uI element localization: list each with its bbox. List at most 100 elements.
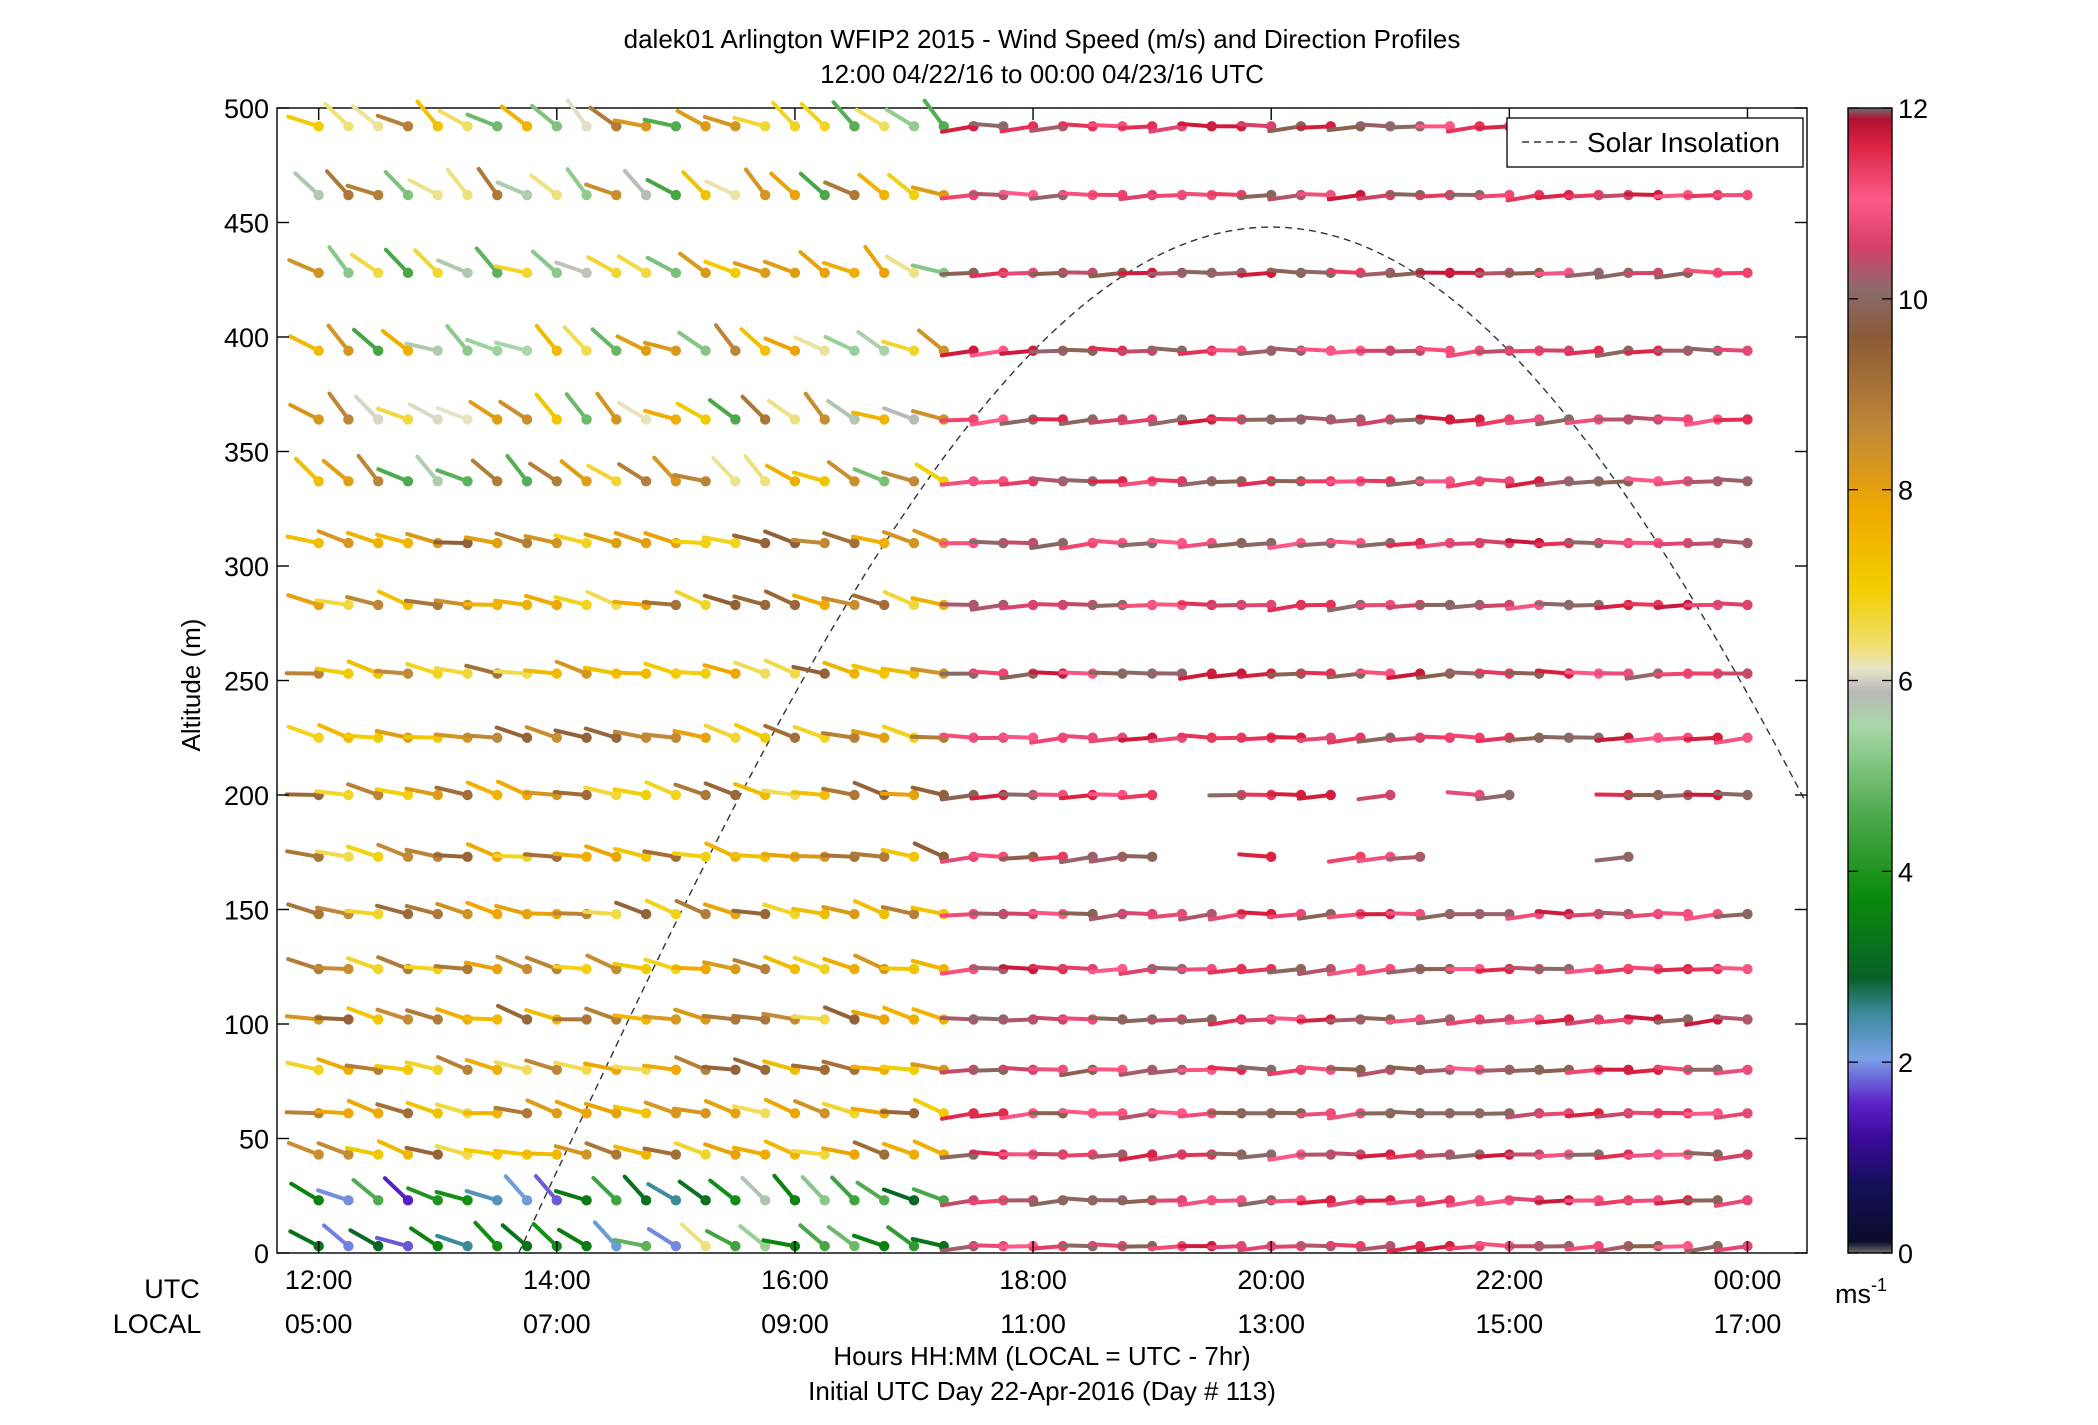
wind-barb-point: [759, 1014, 771, 1025]
wind-barb-point: [521, 599, 533, 611]
wind-barb-shaft: [1654, 1065, 1690, 1072]
wind-barb-shaft: [1327, 602, 1363, 613]
wind-barb-shaft: [1058, 1243, 1095, 1249]
wind-barb-shaft: [881, 470, 917, 484]
wind-barb-point: [492, 121, 503, 132]
wind-barb-shaft: [525, 1098, 559, 1116]
wind-barb-shaft: [1505, 479, 1542, 489]
wind-barb-shaft: [1356, 967, 1393, 976]
wind-barb-shaft: [1505, 538, 1542, 546]
wind-barb-shaft: [553, 1060, 589, 1072]
chart-subtitle: 12:00 04/22/16 to 00:00 04/23/16 UTC: [820, 59, 1264, 89]
wind-barb-shaft: [468, 400, 500, 422]
x-tick-label-local: 17:00: [1714, 1309, 1782, 1339]
wind-barb-shaft: [1356, 1198, 1393, 1203]
wind-barb-shaft: [583, 785, 619, 797]
wind-barb-shaft: [1446, 479, 1482, 489]
wind-barb-shaft: [1446, 1198, 1482, 1208]
wind-barb-point: [759, 963, 771, 975]
wind-barb-shaft: [1207, 416, 1244, 422]
wind-barb-shaft: [374, 787, 410, 797]
wind-barb-shaft: [552, 964, 589, 972]
wind-barb-shaft: [1505, 670, 1542, 676]
wind-barb-point: [581, 599, 592, 611]
wind-barb-shaft: [1326, 124, 1363, 133]
wind-barb-shaft: [642, 117, 678, 129]
wind-barb-shaft: [910, 409, 946, 422]
wind-barb-shaft: [1535, 479, 1571, 488]
y-tick-label: 500: [224, 94, 269, 124]
wind-barb-shaft: [791, 1063, 827, 1072]
wind-barb-shaft: [1445, 790, 1482, 797]
wind-barb-shaft: [465, 337, 500, 353]
wind-barb-shaft: [344, 1146, 381, 1157]
wind-barb-point: [730, 1149, 741, 1160]
wind-barb-shaft: [1386, 1109, 1423, 1116]
wind-barb-point: [551, 732, 563, 743]
y-tick-label: 100: [224, 1010, 269, 1040]
wind-barb-shaft: [383, 247, 410, 275]
wind-barb-shaft: [969, 1067, 1006, 1073]
wind-barb-point: [492, 732, 503, 743]
wind-barb-shaft: [1088, 735, 1125, 744]
wind-barb-point: [343, 1108, 354, 1119]
wind-barb-point: [521, 345, 533, 356]
colorbar-tick-label: 10: [1898, 285, 1928, 315]
wind-barb-shaft: [1534, 270, 1571, 276]
wind-barb-shaft: [704, 179, 738, 198]
wind-barb-shaft: [1029, 735, 1065, 745]
wind-barb-shaft: [1653, 1110, 1690, 1116]
wind-barb-shaft: [1594, 270, 1631, 280]
wind-barb-point: [551, 668, 563, 679]
wind-barb-point: [879, 345, 890, 356]
wind-barb-shaft: [404, 598, 440, 607]
wind-barb-shaft: [853, 953, 887, 972]
wind-barb-shaft: [731, 908, 768, 917]
solar-insolation-curve: [518, 226, 1806, 1253]
wind-barb-point: [611, 476, 622, 487]
wind-barb-point: [581, 345, 592, 356]
wind-barb-shaft: [1088, 270, 1125, 279]
wind-barb-shaft: [1683, 541, 1720, 547]
wind-barb-shaft: [761, 852, 797, 859]
wind-barb-shaft: [1207, 912, 1244, 922]
wind-barb-shaft: [803, 391, 827, 422]
wind-barb-point: [402, 189, 414, 201]
wind-barb-point: [492, 476, 503, 487]
wind-barb-point: [611, 267, 622, 279]
wind-barb-shaft: [910, 666, 946, 676]
wind-barb-shaft: [882, 590, 917, 607]
wind-barb-shaft: [1654, 541, 1690, 547]
wind-barb-point: [700, 414, 711, 425]
wind-barb-shaft: [1594, 348, 1631, 358]
wind-barb-shaft: [743, 167, 768, 198]
wind-barb-point: [759, 1240, 771, 1252]
wind-barb-shaft: [346, 1006, 381, 1022]
wind-barb-shaft: [761, 1238, 797, 1249]
wind-barb-point: [402, 789, 414, 801]
wind-barb-shaft: [826, 460, 857, 484]
wind-barb-shaft: [1237, 541, 1274, 548]
wind-barb-point: [700, 732, 711, 743]
wind-barb-shaft: [1118, 1067, 1155, 1077]
wind-barb-shaft: [286, 902, 321, 917]
wind-barb-shaft: [702, 663, 738, 676]
wind-barb-shaft: [1237, 852, 1274, 859]
y-tick-label: 300: [224, 552, 269, 582]
wind-barb-shaft: [286, 724, 321, 740]
wind-barb-shaft: [494, 903, 530, 917]
wind-barb-shaft: [821, 596, 857, 607]
wind-barb-point: [373, 476, 384, 487]
wind-barb-shaft: [1088, 792, 1125, 797]
wind-barb-shaft: [1296, 415, 1333, 422]
wind-barb-shaft: [465, 112, 500, 129]
wind-barb-shaft: [1058, 1196, 1095, 1203]
wind-barb-point: [432, 1064, 443, 1076]
wind-barb-point: [402, 668, 414, 679]
wind-barb-shaft: [1356, 417, 1393, 427]
wind-barb-shaft: [1207, 270, 1244, 277]
wind-barb-point: [313, 1064, 324, 1076]
wind-barb-point: [819, 1240, 830, 1252]
wind-barb-shaft: [1207, 671, 1244, 680]
wind-barb-shaft: [1207, 967, 1244, 975]
